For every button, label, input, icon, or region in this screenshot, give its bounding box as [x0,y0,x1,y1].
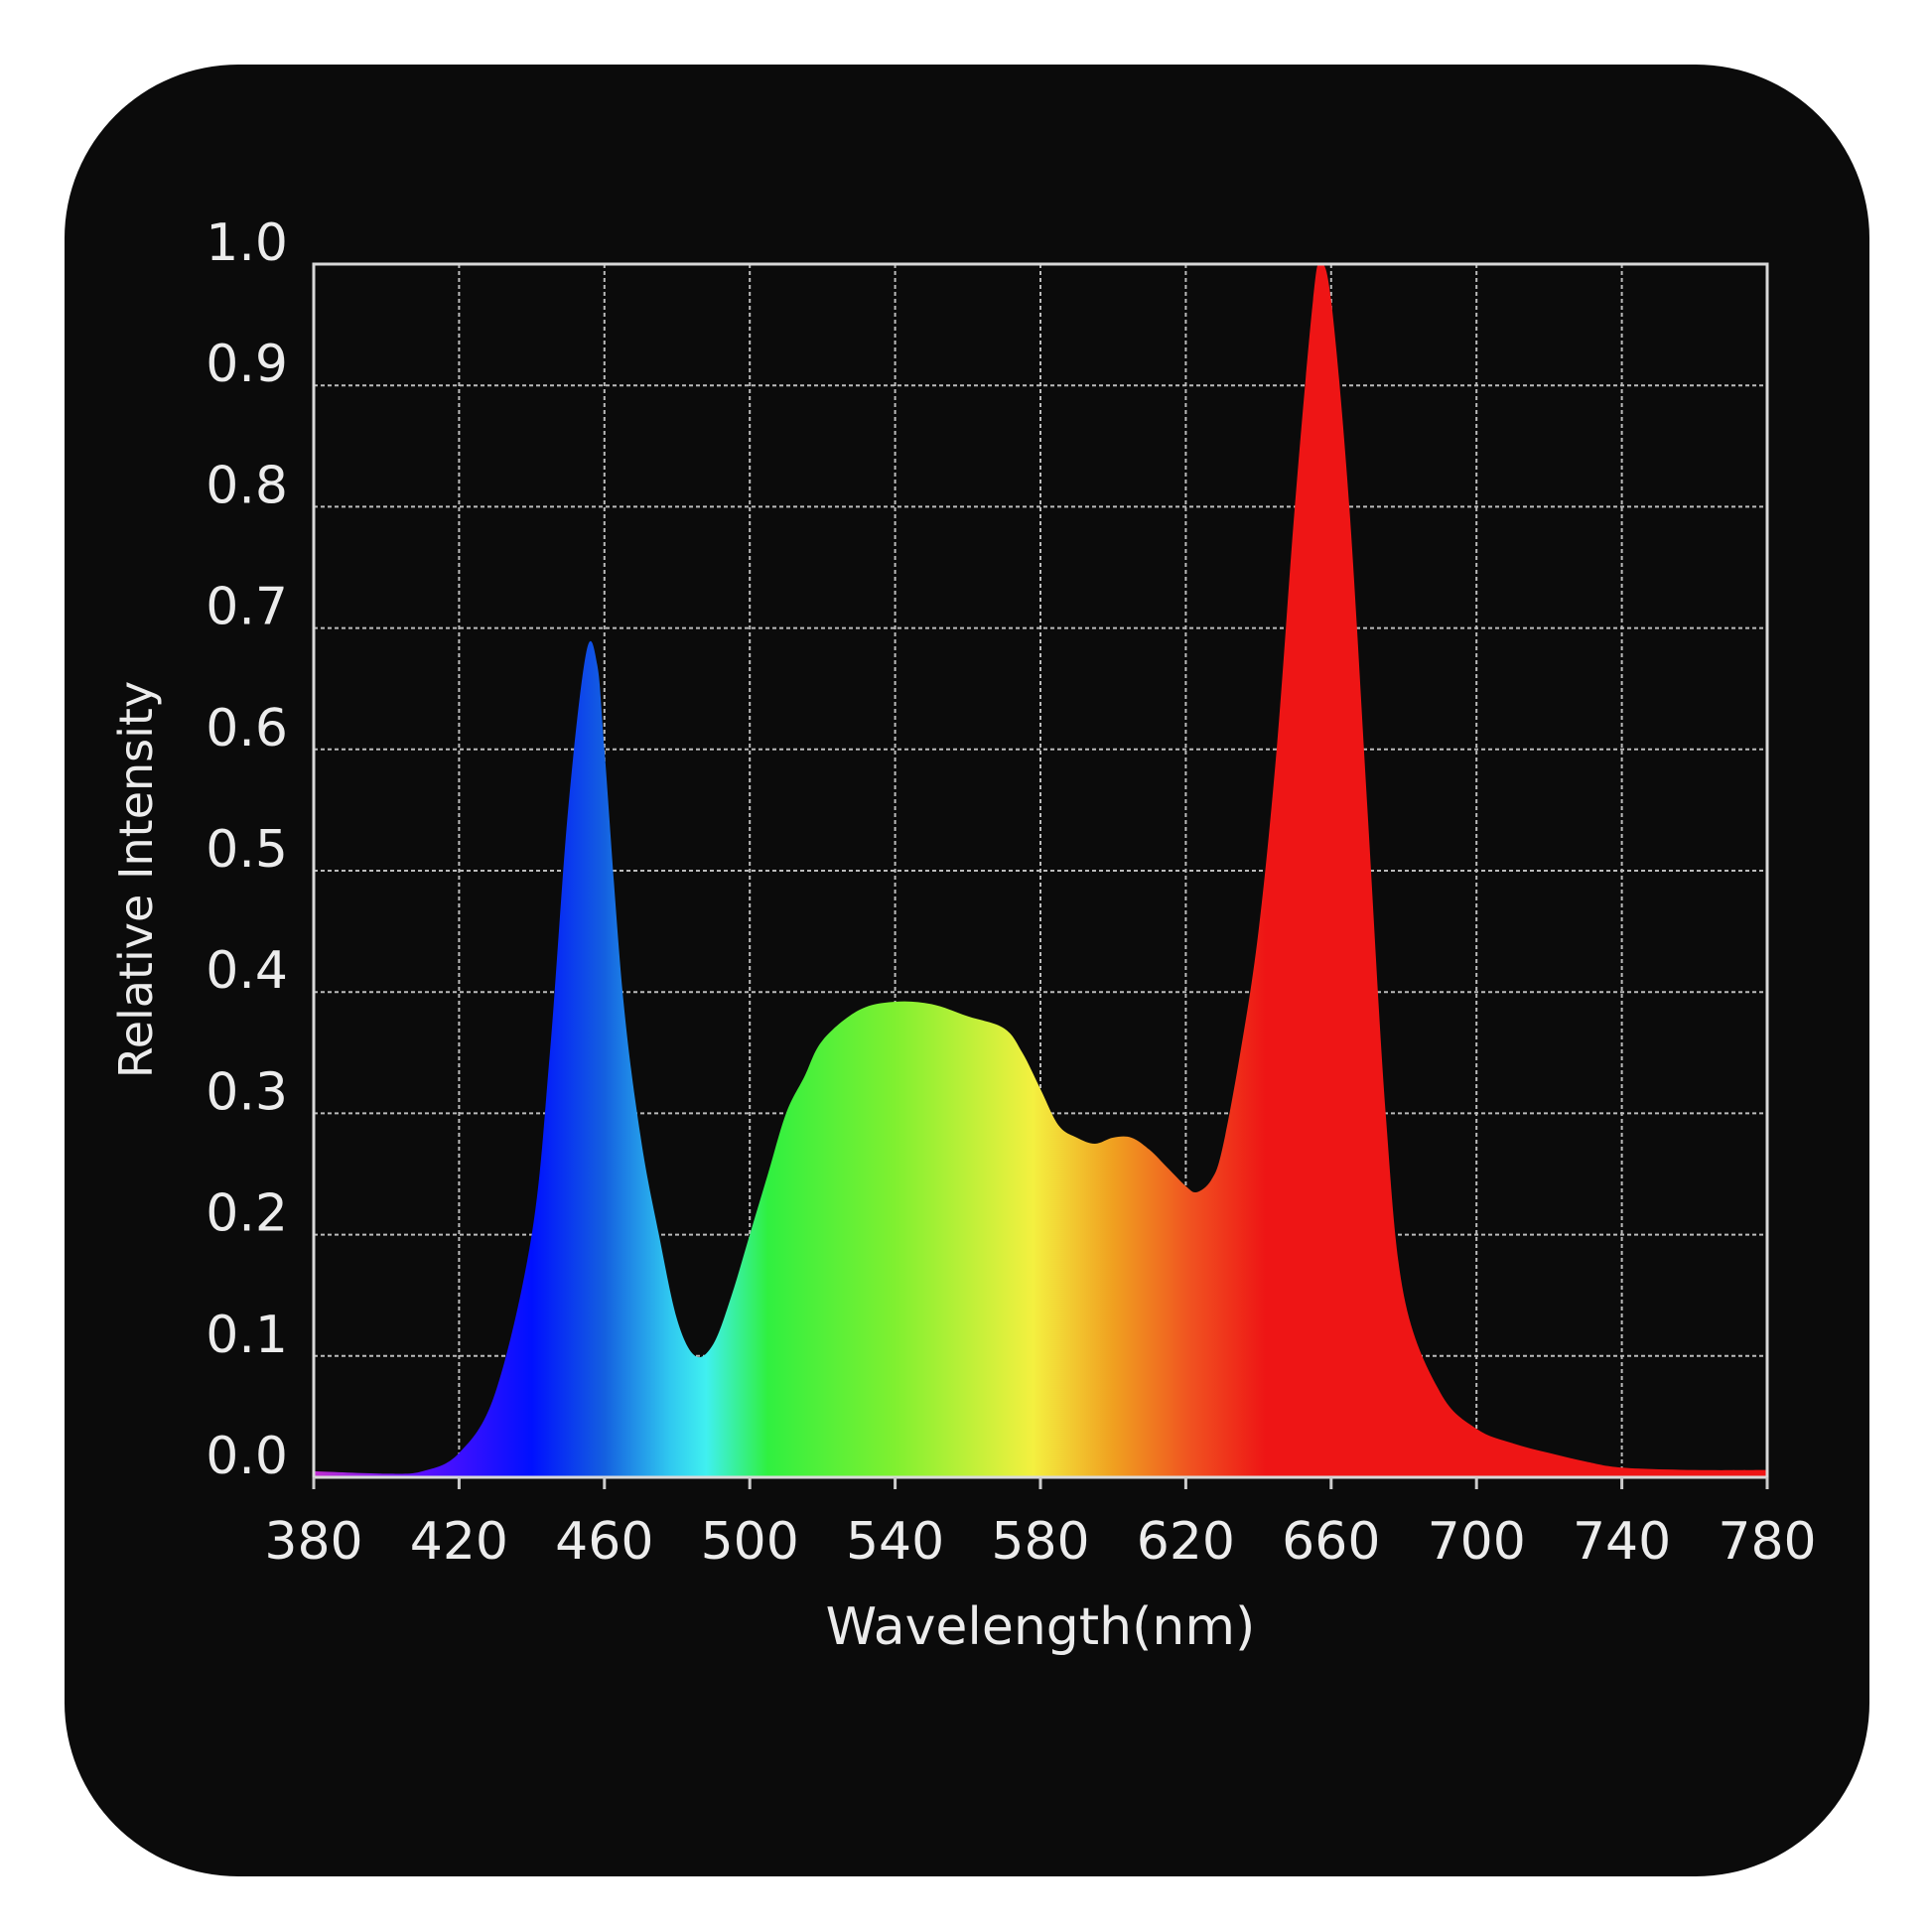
x-tick-label: 500 [701,1512,799,1572]
y-tick-label: 0.5 [206,820,288,880]
x-tick-label: 620 [1137,1512,1235,1572]
y-axis-label: Relative Intensity [109,681,163,1078]
y-tick-label: 0.7 [206,578,288,637]
y-tick-label: 0.1 [206,1306,288,1365]
y-tick-label: 0.0 [206,1427,288,1486]
x-tick-label: 420 [410,1512,508,1572]
y-tick-label: 0.2 [206,1184,288,1244]
x-tick-label: 580 [991,1512,1089,1572]
spectrum-area [314,263,1767,1477]
x-tick-label: 740 [1573,1512,1671,1572]
y-tick-label: 0.3 [206,1062,288,1122]
y-tick-label: 0.4 [206,941,288,1001]
x-tick-label: 700 [1428,1512,1526,1572]
y-tick-label: 0.8 [206,456,288,515]
x-tick-label: 660 [1282,1512,1380,1572]
x-tick-label: 780 [1718,1512,1816,1572]
y-tick-label: 1.0 [206,213,288,273]
x-tick-label: 380 [264,1512,362,1572]
y-tick-label: 0.6 [206,699,288,759]
x-tick-label: 460 [555,1512,653,1572]
x-tick-label: 540 [846,1512,944,1572]
x-axis-label: Wavelength(nm) [826,1597,1256,1657]
chart-card [65,65,1869,1876]
y-tick-label: 0.9 [206,335,288,394]
